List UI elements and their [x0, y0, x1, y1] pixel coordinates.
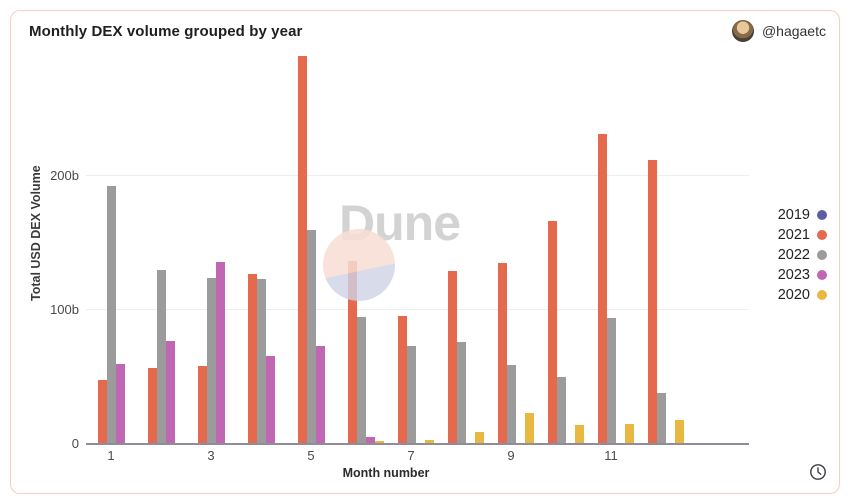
- bar-2022-month-6[interactable]: [356, 316, 366, 444]
- legend-item-2022[interactable]: 2022: [778, 247, 827, 263]
- clock-icon[interactable]: [809, 463, 827, 481]
- bar-2020-month-10[interactable]: [574, 425, 584, 444]
- bar-2022-month-9[interactable]: [506, 365, 516, 444]
- y-axis-title: Total USD DEX Volume: [29, 165, 43, 301]
- bar-2023-month-4[interactable]: [265, 355, 275, 444]
- bar-2021-month-10[interactable]: [547, 220, 557, 444]
- legend-label-2021: 2021: [777, 227, 810, 243]
- y-tick-200b: 200b: [50, 168, 79, 184]
- legend-item-2021[interactable]: 2021: [778, 227, 827, 243]
- bar-2021-month-1[interactable]: [97, 379, 107, 444]
- legend-dot-2020: [817, 290, 827, 300]
- bar-group-month-5: [286, 56, 336, 444]
- chart-card: Monthly DEX volume grouped by year @haga…: [10, 10, 840, 494]
- bar-2021-month-6[interactable]: [347, 260, 357, 444]
- legend: 2019 2021 2022 2023 2020: [778, 207, 827, 303]
- bar-2022-month-12[interactable]: [656, 393, 666, 444]
- author-block[interactable]: @hagaetc: [731, 20, 826, 42]
- x-tick-9: 9: [507, 448, 515, 463]
- plot-area: [86, 56, 749, 445]
- x-tick-3: 3: [207, 448, 215, 463]
- bar-2021-month-11[interactable]: [597, 133, 607, 444]
- bar-group-month-2: [136, 56, 186, 444]
- bar-2022-month-10[interactable]: [556, 377, 566, 444]
- y-tick-0: 0: [71, 436, 79, 451]
- bar-group-month-4: [236, 56, 286, 444]
- x-tick-1: 1: [107, 448, 115, 463]
- bar-2022-month-7[interactable]: [406, 346, 416, 444]
- legend-dot-2019: [817, 210, 827, 220]
- bar-2023-month-5[interactable]: [315, 346, 325, 444]
- bar-2023-month-1[interactable]: [115, 363, 125, 444]
- x-tick-7: 7: [407, 448, 415, 463]
- bar-2021-month-3[interactable]: [197, 366, 207, 444]
- x-tick-5: 5: [307, 448, 315, 463]
- bar-2023-month-2[interactable]: [165, 340, 175, 444]
- y-tick-100b: 100b: [50, 302, 79, 318]
- legend-label-2023: 2023: [777, 267, 810, 283]
- legend-label-2020: 2020: [777, 287, 810, 303]
- bar-group-month-11: [586, 56, 636, 444]
- author-handle[interactable]: @hagaetc: [761, 23, 826, 39]
- bar-group-month-8: [436, 56, 486, 444]
- bar-group-month-9: [486, 56, 536, 444]
- bar-2021-month-8[interactable]: [447, 271, 457, 444]
- bar-2021-month-2[interactable]: [147, 367, 157, 444]
- bar-2022-month-2[interactable]: [156, 270, 166, 444]
- author-avatar[interactable]: [731, 20, 754, 42]
- gridline-200b: [86, 175, 749, 177]
- bar-group-month-7: [386, 56, 436, 444]
- legend-dot-2022: [817, 250, 827, 260]
- bar-2020-month-7[interactable]: [424, 440, 434, 444]
- bar-group-month-10: [536, 56, 586, 444]
- gridline-100b: [86, 309, 749, 311]
- bar-2020-month-8[interactable]: [474, 431, 484, 444]
- legend-dot-2021: [817, 230, 827, 240]
- bar-2021-month-9[interactable]: [497, 263, 507, 444]
- bar-2021-month-4[interactable]: [247, 274, 257, 444]
- legend-item-2019[interactable]: 2019: [778, 207, 827, 223]
- bar-2023-month-6[interactable]: [365, 437, 375, 444]
- chart-title: Monthly DEX volume grouped by year: [29, 23, 303, 40]
- bar-group-month-12: [636, 56, 686, 444]
- legend-label-2022: 2022: [777, 247, 810, 263]
- bar-2022-month-5[interactable]: [306, 229, 316, 444]
- bar-group-month-6: [336, 56, 386, 444]
- legend-item-2023[interactable]: 2023: [778, 267, 827, 283]
- x-axis-title: Month number: [342, 466, 430, 480]
- bar-2022-month-4[interactable]: [256, 279, 266, 444]
- bar-2022-month-8[interactable]: [456, 342, 466, 444]
- bar-2022-month-11[interactable]: [606, 318, 616, 444]
- bar-2020-month-11[interactable]: [624, 423, 634, 444]
- bar-2021-month-5[interactable]: [297, 56, 307, 444]
- bar-group-month-1: [86, 56, 136, 444]
- bar-group-month-3: [186, 56, 236, 444]
- bar-2022-month-3[interactable]: [206, 278, 216, 444]
- x-tick-11: 11: [604, 448, 618, 463]
- x-axis-line: [86, 443, 749, 445]
- bar-2023-month-3[interactable]: [215, 262, 225, 444]
- legend-item-2020[interactable]: 2020: [778, 287, 827, 303]
- bar-2020-month-6[interactable]: [374, 441, 384, 444]
- bar-2020-month-12[interactable]: [674, 419, 684, 444]
- bar-2022-month-1[interactable]: [106, 185, 116, 444]
- bar-2021-month-7[interactable]: [397, 315, 407, 444]
- legend-label-2019: 2019: [777, 207, 810, 223]
- bar-2020-month-9[interactable]: [524, 413, 534, 444]
- legend-dot-2023: [817, 270, 827, 280]
- bar-2021-month-12[interactable]: [647, 160, 657, 444]
